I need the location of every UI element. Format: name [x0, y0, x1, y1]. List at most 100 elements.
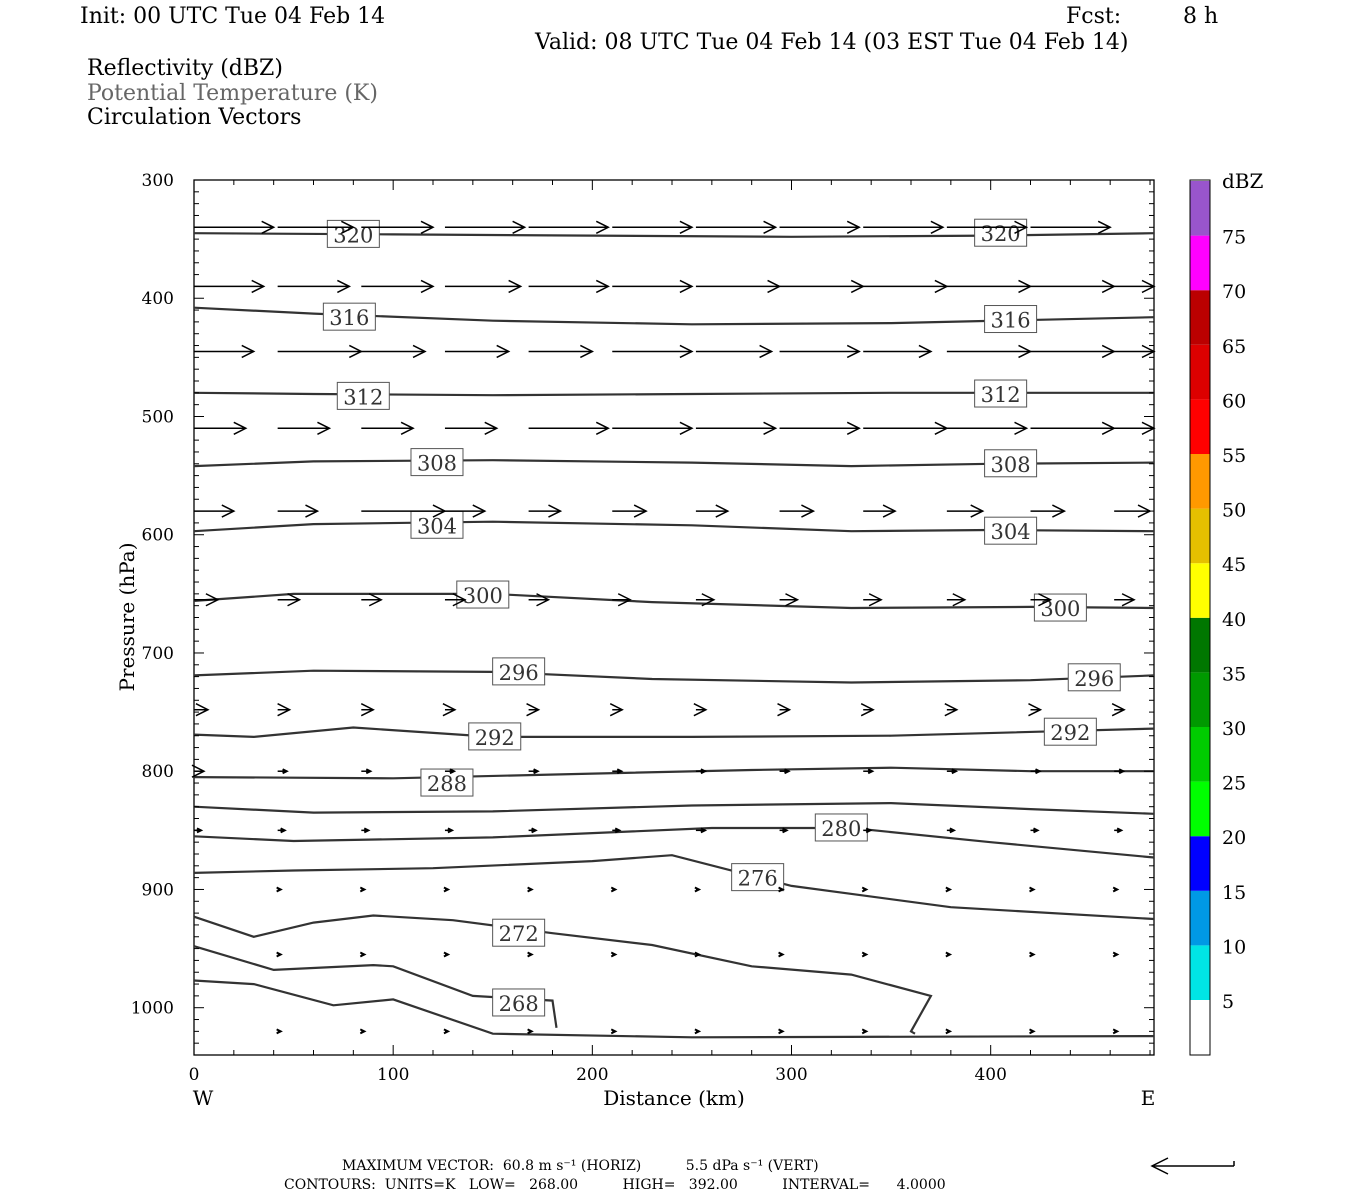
vector-head: [861, 951, 869, 958]
x-tick-label: 300: [775, 1065, 807, 1085]
contour-label: 312: [981, 383, 1021, 407]
circulation-vector: [361, 344, 427, 359]
circulation-vector: [442, 703, 457, 717]
circulation-vector: [612, 593, 632, 607]
vector-head: [305, 504, 320, 518]
circulation-vector: [610, 951, 618, 958]
contour-label-box: [984, 516, 1038, 545]
vector-head: [241, 344, 256, 359]
vector-head: [276, 886, 283, 893]
contour-label-box: [410, 448, 464, 477]
circulation-vector: [695, 279, 782, 294]
circulation-vector: [444, 344, 511, 359]
colorbar-segment: [1190, 454, 1210, 509]
circulation-vector: [1029, 886, 1036, 893]
circulation-vector: [443, 951, 451, 958]
circulation-vector: [444, 279, 523, 294]
vector-head: [251, 279, 266, 294]
vector-head: [945, 886, 953, 893]
vector-head: [276, 1028, 283, 1035]
circulation-vector: [276, 1028, 283, 1035]
contour-label: 316: [991, 309, 1031, 333]
circulation-vector: [276, 951, 283, 958]
contour-284: [193, 801, 1155, 815]
circulation-vector: [444, 220, 527, 234]
circulation-vector: [361, 827, 371, 834]
colorbar-segment: [1190, 781, 1210, 837]
contour-280: [193, 826, 1155, 859]
vector-head: [412, 344, 427, 359]
colorbar-tick-label: 60: [1222, 390, 1246, 412]
circulation-vector: [528, 344, 595, 359]
colorbar-layer: 5 10 15 20 25 30 35 40 45 50 55 60 65 70 75 dBZ: [1189, 169, 1264, 1056]
circulation-vector: [359, 1028, 367, 1035]
x-tick-label: 100: [377, 1065, 409, 1085]
colorbar-segment: [1190, 672, 1210, 727]
vector-head: [1141, 344, 1156, 359]
vector-head: [1033, 827, 1040, 834]
contour-label-box: [814, 813, 868, 842]
vector-head: [1014, 421, 1029, 435]
vector-head: [359, 1028, 367, 1035]
circulation-vector: [694, 886, 702, 893]
vector-head: [595, 279, 610, 294]
circulation-vector: [946, 768, 959, 775]
circulation-vector: [527, 886, 534, 893]
contour-label: 296: [499, 661, 539, 685]
circulation-vector: [946, 279, 1033, 294]
vector-head: [868, 593, 883, 607]
contour-268: [193, 945, 558, 1028]
circulation-vector: [777, 703, 792, 717]
vector-head: [580, 344, 595, 359]
vector-head: [694, 951, 702, 958]
colorbar-segment: [1190, 727, 1210, 782]
circulation-vector: [863, 220, 945, 234]
vector-head: [970, 504, 985, 518]
vector-head: [363, 827, 371, 834]
vector-head: [359, 951, 367, 958]
colorbar-tick-label: 30: [1222, 718, 1246, 740]
contour-label: 304: [417, 514, 457, 538]
vector-head: [1097, 220, 1112, 234]
contour-label: 320: [981, 222, 1021, 246]
circulation-vector: [1028, 703, 1043, 717]
circulation-vector: [946, 504, 985, 518]
vector-head: [261, 220, 276, 234]
circulation-vector: [194, 421, 248, 435]
contour-label: 288: [427, 772, 467, 796]
vector-head: [359, 886, 367, 893]
circulation-vector: [612, 421, 694, 435]
circulation-vector: [612, 504, 648, 518]
y-tick-label: 700: [142, 644, 174, 664]
circulation-vector: [277, 504, 320, 518]
circulation-vector: [863, 768, 875, 775]
vector-head: [496, 344, 511, 359]
circulation-vector: [609, 703, 624, 717]
vector-head: [195, 703, 210, 717]
circulation-vector: [1114, 279, 1156, 294]
circulation-vector: [693, 703, 708, 717]
circulation-vector: [277, 344, 363, 359]
circulation-vector: [779, 344, 861, 359]
vector-head: [205, 593, 220, 607]
vector-head: [951, 768, 959, 775]
circulation-vector: [1030, 768, 1042, 775]
contour-276: [193, 854, 1155, 921]
contour-label: 268: [499, 992, 539, 1016]
circulation-vector: [194, 703, 210, 717]
reference-vector: [1150, 1157, 1235, 1175]
circulation-vector: [695, 504, 730, 518]
maximum-vector-note: MAXIMUM VECTOR: 60.8 m s⁻¹ (HORIZ) 5.5 d…: [342, 1158, 819, 1174]
circulation-vector: [277, 279, 352, 294]
vector-head: [531, 827, 538, 834]
colorbar-tick-label: 25: [1222, 773, 1246, 795]
vector-head: [610, 951, 618, 958]
circulation-vector: [863, 421, 949, 435]
circulation-vectors-title: Circulation Vectors: [87, 105, 302, 130]
circulation-vector: [444, 593, 467, 607]
circulation-vector: [695, 827, 708, 834]
contour-label: 272: [499, 922, 539, 946]
y-tick-label: 500: [142, 407, 174, 427]
circulation-vector: [277, 768, 289, 775]
y-axis-label: Pressure (hPa): [115, 543, 139, 692]
